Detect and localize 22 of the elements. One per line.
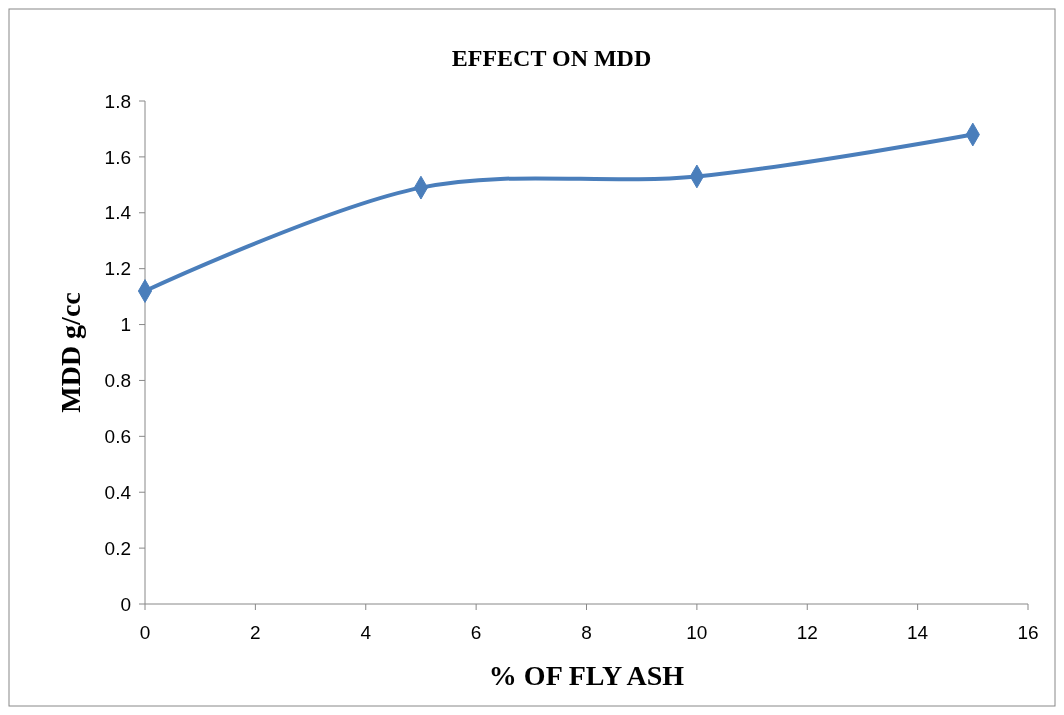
y-axis-title: MDD g/cc — [55, 292, 86, 413]
y-tick-label: 1.8 — [104, 90, 131, 112]
chart-title: EFFECT ON MDD — [451, 45, 652, 71]
x-tick-label: 12 — [796, 622, 818, 643]
x-tick-label: 14 — [907, 622, 929, 643]
y-tick-label: 1.4 — [104, 202, 132, 224]
x-axis-title: % OF FLY ASH — [488, 660, 685, 691]
x-tick-label: 6 — [470, 622, 482, 643]
x-tick-label: 0 — [139, 622, 151, 643]
y-tick-label: 0.2 — [104, 537, 131, 559]
y-tick-label: 0 — [120, 593, 131, 615]
x-tick-label: 4 — [360, 622, 372, 643]
x-tick-label: 2 — [250, 622, 261, 643]
x-tick-label: 10 — [686, 622, 708, 643]
y-tick-label: 1.2 — [104, 258, 131, 280]
x-tick-label: 8 — [581, 622, 592, 643]
y-tick-label: 1.6 — [104, 146, 131, 168]
x-tick-label: 16 — [1017, 622, 1039, 643]
y-tick-label: 1 — [120, 314, 131, 336]
y-tick-label: 0.4 — [104, 481, 132, 503]
y-tick-label: 0.8 — [104, 370, 131, 392]
y-tick-label: 0.6 — [104, 425, 131, 447]
